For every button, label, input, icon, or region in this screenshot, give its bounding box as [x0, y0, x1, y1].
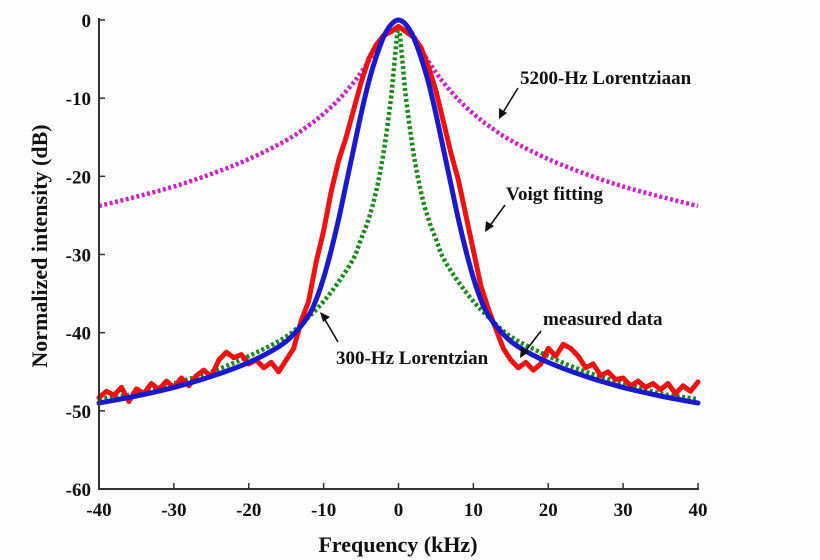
annotation-voigt-fitting: Voigt fitting	[506, 184, 603, 205]
annotations: 5200-Hz Lorentziaan Voigt fitting measur…	[320, 68, 692, 369]
x-tick-label: -30	[161, 500, 186, 521]
annotation-arrow-measured	[523, 330, 542, 354]
x-tick-label: 0	[394, 500, 404, 521]
x-tick-label: 30	[614, 500, 633, 521]
x-tick-label: 20	[539, 500, 558, 521]
annotation-arrow-voigt	[488, 204, 506, 228]
x-tick-label: -40	[86, 500, 111, 521]
y-tick-label: -50	[66, 402, 91, 423]
x-tick-label: -20	[236, 500, 261, 521]
series-layer	[96, 17, 701, 406]
y-tick-label: -40	[66, 324, 91, 345]
annotation-5200hz-lorentzian: 5200-Hz Lorentziaan	[520, 68, 692, 89]
annotation-arrow-5200hz	[501, 87, 519, 115]
annotation-arrow-300hz	[323, 317, 339, 343]
y-tick-label: -60	[66, 480, 91, 501]
annotation-300hz-lorentzian: 300-Hz Lorentzian	[336, 348, 489, 369]
x-tick-label: 40	[689, 500, 708, 521]
x-axis-title: Frequency (kHz)	[318, 532, 477, 557]
annotation-arrowhead-300hz	[320, 312, 330, 322]
annotation-arrowhead-measured	[520, 347, 529, 358]
annotation-measured-data: measured data	[543, 309, 663, 330]
ticks: -40 -30 -20 -10 0 10 20 30 40 0 -10 -20 -30 -40 -50 -60	[66, 11, 708, 521]
y-tick-label: -30	[66, 246, 91, 267]
y-tick-label: -10	[66, 89, 91, 110]
x-tick-label: 10	[464, 500, 483, 521]
series-measured-data	[96, 23, 701, 404]
y-tick-label: 0	[82, 11, 92, 32]
annotation-arrowhead-voigt	[485, 221, 494, 232]
series-5200-hz-lorentziaan	[98, 17, 699, 209]
y-axis-title: Normalized intensity (dB)	[27, 124, 52, 367]
x-tick-label: -10	[311, 500, 336, 521]
series-voigt-fitting	[96, 17, 701, 406]
y-tick-label: -20	[66, 167, 91, 188]
annotation-arrowhead-5200hz	[499, 108, 507, 119]
